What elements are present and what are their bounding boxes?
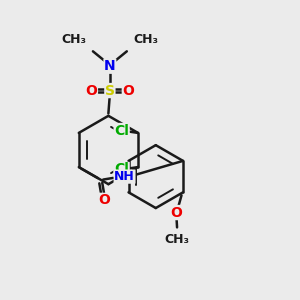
Text: O: O (122, 84, 134, 98)
Text: CH₃: CH₃ (165, 233, 190, 246)
Text: O: O (170, 206, 182, 220)
Text: N: N (104, 59, 116, 73)
Text: S: S (105, 84, 115, 98)
Text: O: O (98, 194, 110, 207)
Text: Cl: Cl (114, 163, 129, 176)
Text: CH₃: CH₃ (61, 33, 86, 46)
Text: CH₃: CH₃ (134, 33, 159, 46)
Text: Cl: Cl (114, 124, 129, 137)
Text: O: O (85, 84, 98, 98)
Text: NH: NH (114, 170, 135, 183)
